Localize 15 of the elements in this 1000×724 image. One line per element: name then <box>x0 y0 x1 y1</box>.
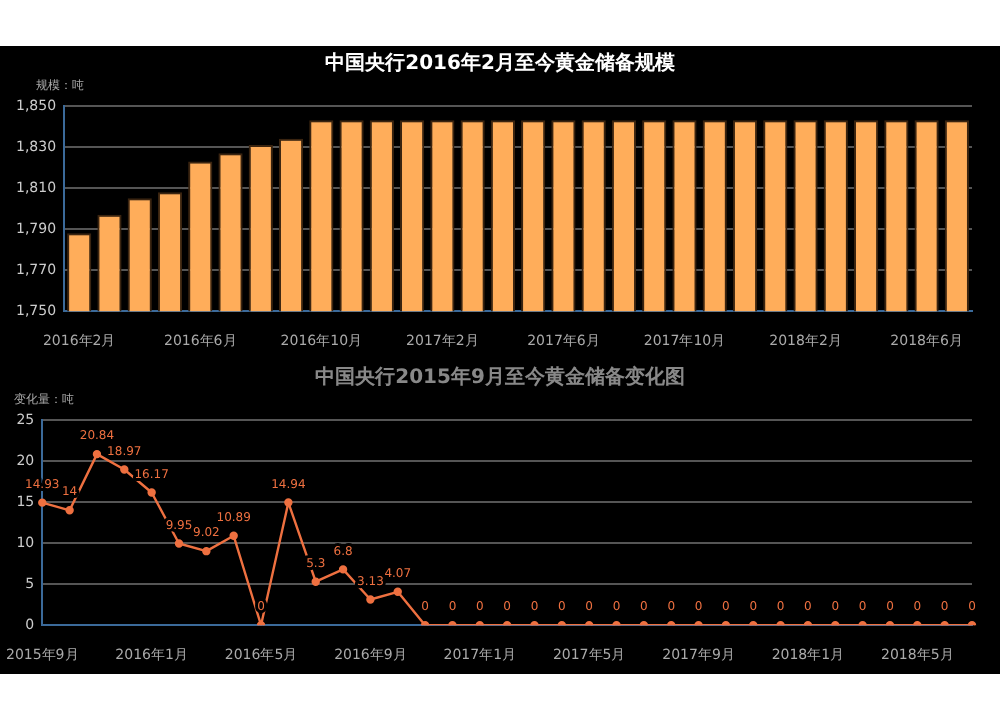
point <box>65 506 74 515</box>
chart-title: 中国央行2015年9月至今黄金储备变化图 <box>315 365 685 390</box>
point <box>202 546 211 556</box>
point <box>120 465 129 474</box>
point <box>38 498 47 507</box>
point <box>366 595 375 604</box>
point <box>147 488 156 497</box>
point <box>174 539 184 548</box>
chart-title: 中国央行2016年2月至今黄金储备规模 <box>325 51 677 76</box>
point <box>393 587 402 596</box>
point <box>284 498 293 507</box>
point <box>229 531 238 541</box>
point <box>338 565 348 574</box>
point <box>311 577 320 586</box>
point <box>92 449 102 459</box>
